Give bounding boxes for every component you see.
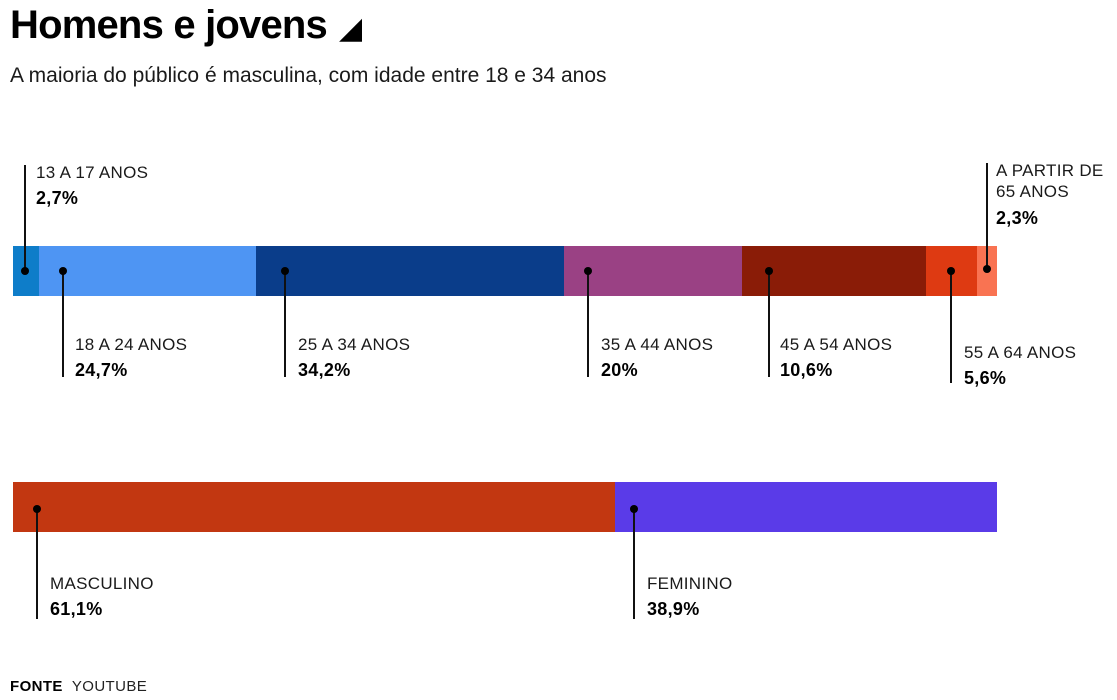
callout-dot [983, 265, 991, 273]
callout-dot [281, 267, 289, 275]
age-callout-value: 34,2% [298, 360, 351, 381]
callout-line [986, 163, 988, 269]
age-callout-label: 55 A 64 ANOS [964, 343, 1077, 362]
callout-dot [33, 505, 41, 513]
age-callout-label: A PARTIR DE 65 ANOS [996, 161, 1104, 202]
age-callout-25-34: 25 A 34 ANOS 34,2% [298, 334, 410, 381]
gender-callout-value: 61,1% [50, 599, 103, 620]
page-subtitle: A maioria do público é masculina, com id… [10, 64, 607, 87]
gender-callout-label: FEMININO [647, 574, 733, 593]
gender-callout-label: MASCULINO [50, 574, 154, 593]
age-callout-label: 35 A 44 ANOS [601, 335, 714, 354]
page-title: Homens e jovens ◢ [10, 3, 362, 48]
age-segment-25-34 [255, 246, 564, 296]
gender-callout-feminino: FEMININO 38,9% [647, 573, 733, 620]
age-callout-value: 10,6% [780, 360, 833, 381]
age-callout-value: 5,6% [964, 368, 1007, 389]
callout-line [62, 271, 64, 377]
gender-callout-value: 38,9% [647, 599, 700, 620]
age-callout-label: 13 A 17 ANOS [36, 163, 149, 182]
age-callout-45-54: 45 A 54 ANOS 10,6% [780, 334, 892, 381]
age-callout-label: 25 A 34 ANOS [298, 335, 411, 354]
callout-line [24, 165, 26, 271]
callout-line [950, 271, 952, 383]
callout-line [633, 509, 635, 619]
age-segment-35-44 [563, 246, 742, 296]
age-callout-65-plus: A PARTIR DE 65 ANOS 2,3% [996, 160, 1114, 229]
callout-line [284, 271, 286, 377]
age-callout-value: 2,7% [36, 188, 79, 209]
page-title-text: Homens e jovens [10, 3, 328, 47]
age-segment-18-24 [38, 246, 256, 296]
age-distribution-bar [13, 246, 997, 296]
callout-dot [947, 267, 955, 275]
age-callout-55-64: 55 A 64 ANOS 5,6% [964, 342, 1076, 389]
gender-distribution-bar [13, 482, 997, 532]
gender-callout-masculino: MASCULINO 61,1% [50, 573, 154, 620]
age-callout-label: 45 A 54 ANOS [780, 335, 893, 354]
gender-segment-masculino [13, 482, 615, 532]
callout-line [587, 271, 589, 377]
callout-dot [21, 267, 29, 275]
source-label: FONTE [10, 678, 63, 695]
gender-segment-feminino [614, 482, 997, 532]
source-value: YOUTUBE [71, 678, 148, 695]
age-callout-value: 20% [601, 360, 638, 381]
callout-dot [59, 267, 67, 275]
callout-dot [630, 505, 638, 513]
age-callout-label: 18 A 24 ANOS [75, 335, 188, 354]
age-callout-35-44: 35 A 44 ANOS 20% [601, 334, 713, 381]
age-callout-value: 2,3% [996, 207, 1039, 228]
age-callout-13-17: 13 A 17 ANOS 2,7% [36, 162, 148, 209]
age-callout-18-24: 18 A 24 ANOS 24,7% [75, 334, 187, 381]
callout-dot [765, 267, 773, 275]
callout-line [768, 271, 770, 377]
source-credit: FONTE YOUTUBE [10, 678, 147, 695]
callout-dot [584, 267, 592, 275]
age-callout-value: 24,7% [75, 360, 128, 381]
trend-triangle-icon: ◢ [339, 11, 363, 46]
callout-line [36, 509, 38, 619]
